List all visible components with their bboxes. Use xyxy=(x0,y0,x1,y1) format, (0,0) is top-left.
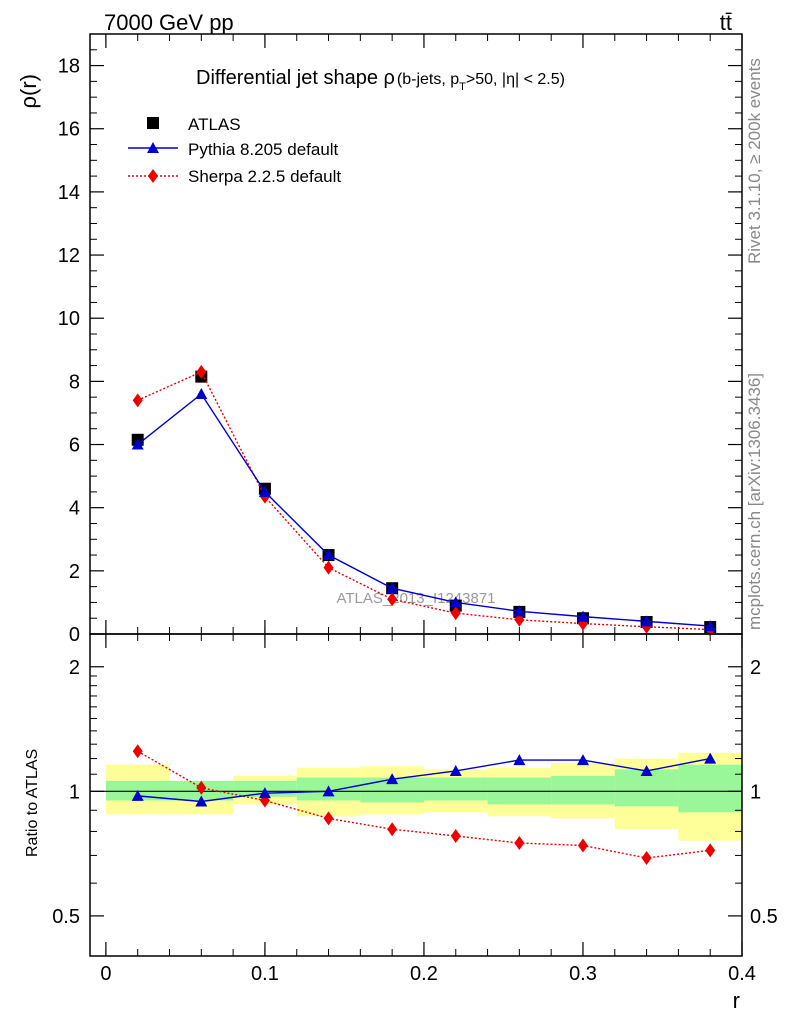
pythia-ratio-point xyxy=(258,787,271,799)
ratio-ytick-label-right: 1 xyxy=(750,781,761,803)
ratio-band-inner xyxy=(551,775,615,805)
legend-pythia-label: Pythia 8.205 default xyxy=(188,140,339,159)
process-label: tt̄ xyxy=(720,10,732,35)
ratio-ytick-label: 0.5 xyxy=(52,906,80,928)
sherpa-ratio-point xyxy=(132,744,143,759)
pythia-main-point xyxy=(513,605,526,617)
sherpa-main-point xyxy=(132,393,143,408)
ratio-xtick-label: 0.1 xyxy=(251,963,279,985)
main-ylabel: ρ(r) xyxy=(16,74,41,109)
main-ytick-label: 2 xyxy=(69,561,80,583)
main-ytick-label: 10 xyxy=(58,308,80,330)
pythia-ratio-point xyxy=(576,754,589,766)
main-ytick-label: 8 xyxy=(69,371,80,393)
sherpa-ratio-point xyxy=(450,828,461,843)
pythia-main-point xyxy=(449,596,462,608)
ratio-bands xyxy=(90,752,742,841)
legend: ATLAS Pythia 8.205 default Sherpa 2.2.5 … xyxy=(128,115,341,186)
pythia-ratio-point xyxy=(131,789,144,801)
pythia-main-point xyxy=(576,610,589,622)
rivet-label: Rivet 3.1.10, ≥ 200k events xyxy=(745,58,764,264)
sherpa-ratio-point xyxy=(514,836,525,851)
main-ytick-label: 14 xyxy=(58,182,80,204)
sherpa-ratio-point xyxy=(196,780,207,795)
x-axis-label: r xyxy=(733,988,740,1013)
mcplots-label: mcplots.cern.ch [arXiv:1306.3436] xyxy=(745,373,764,630)
ratio-xtick-label: 0.4 xyxy=(728,963,756,985)
ratio-ytick-label-right: 2 xyxy=(750,657,761,679)
ratio-axis-ticks: 0.5 0.5 1 1 2 2 0 0.1 0.2 0.3 0.4 xyxy=(52,634,778,985)
ratio-band-inner xyxy=(423,777,488,801)
pythia-ratio-point xyxy=(704,752,717,764)
pythia-ratio-line xyxy=(137,757,711,803)
ratio-ylabel: Ratio to ATLAS xyxy=(24,749,41,857)
sherpa-ratio-point xyxy=(705,843,716,858)
pythia-main-point xyxy=(258,485,271,497)
sherpa-main-point xyxy=(514,612,525,627)
pythia-main-point xyxy=(322,549,335,561)
ratio-frame xyxy=(89,633,743,957)
main-ytick-label: 6 xyxy=(69,435,80,457)
main-axis-ticks: 0 2 4 6 8 10 12 14 16 18 xyxy=(58,33,743,646)
main-ytick-label: 12 xyxy=(58,245,80,267)
pythia-main-point xyxy=(640,615,653,627)
main-ytick-label: 4 xyxy=(69,498,80,520)
pythia-ratio-point xyxy=(449,764,462,776)
pythia-main-point xyxy=(386,582,399,594)
sherpa-ratio-point xyxy=(323,811,334,826)
pythia-main-point xyxy=(704,620,717,632)
legend-sherpa-label: Sherpa 2.2.5 default xyxy=(188,167,341,186)
legend-atlas-marker xyxy=(147,117,159,129)
sherpa-main-point xyxy=(387,592,398,607)
main-ytick-label: 0 xyxy=(69,624,80,646)
sherpa-main-point xyxy=(450,606,461,621)
ratio-band-inner xyxy=(678,764,742,813)
ratio-series xyxy=(131,744,717,866)
pythia-ratio-point xyxy=(640,764,653,776)
energy-label: 7000 GeV pp xyxy=(104,10,234,35)
sherpa-main-line xyxy=(137,370,711,631)
main-ytick-label: 18 xyxy=(58,56,80,78)
pythia-main-point xyxy=(131,438,144,450)
ratio-xtick-label: 0.3 xyxy=(569,963,597,985)
main-series xyxy=(131,364,717,637)
main-title: Differential jet shape ρ (b-jets, pT>50, … xyxy=(196,67,565,93)
ratio-xtick-label: 0 xyxy=(100,963,111,985)
pythia-main-line xyxy=(137,392,711,627)
sherpa-ratio-point xyxy=(641,851,652,866)
sherpa-main-point xyxy=(196,364,207,379)
ratio-ytick-label: 2 xyxy=(69,657,80,679)
sherpa-ratio-line xyxy=(137,750,711,859)
ratio-ytick-label: 1 xyxy=(69,781,80,803)
sherpa-ratio-point xyxy=(387,822,398,837)
pythia-main-point xyxy=(195,388,208,399)
main-ytick-label: 16 xyxy=(58,119,80,141)
legend-pythia-marker xyxy=(147,142,159,153)
legend-sherpa-marker xyxy=(148,169,158,183)
pythia-ratio-point xyxy=(322,785,335,797)
pythia-ratio-point xyxy=(513,754,526,766)
sherpa-main-point xyxy=(323,560,334,575)
ratio-ytick-label-right: 0.5 xyxy=(750,906,778,928)
pythia-ratio-point xyxy=(195,795,208,807)
legend-atlas-label: ATLAS xyxy=(188,115,241,134)
sherpa-ratio-point xyxy=(577,838,588,853)
ratio-xtick-label: 0.2 xyxy=(410,963,438,985)
pythia-ratio-point xyxy=(386,773,399,785)
